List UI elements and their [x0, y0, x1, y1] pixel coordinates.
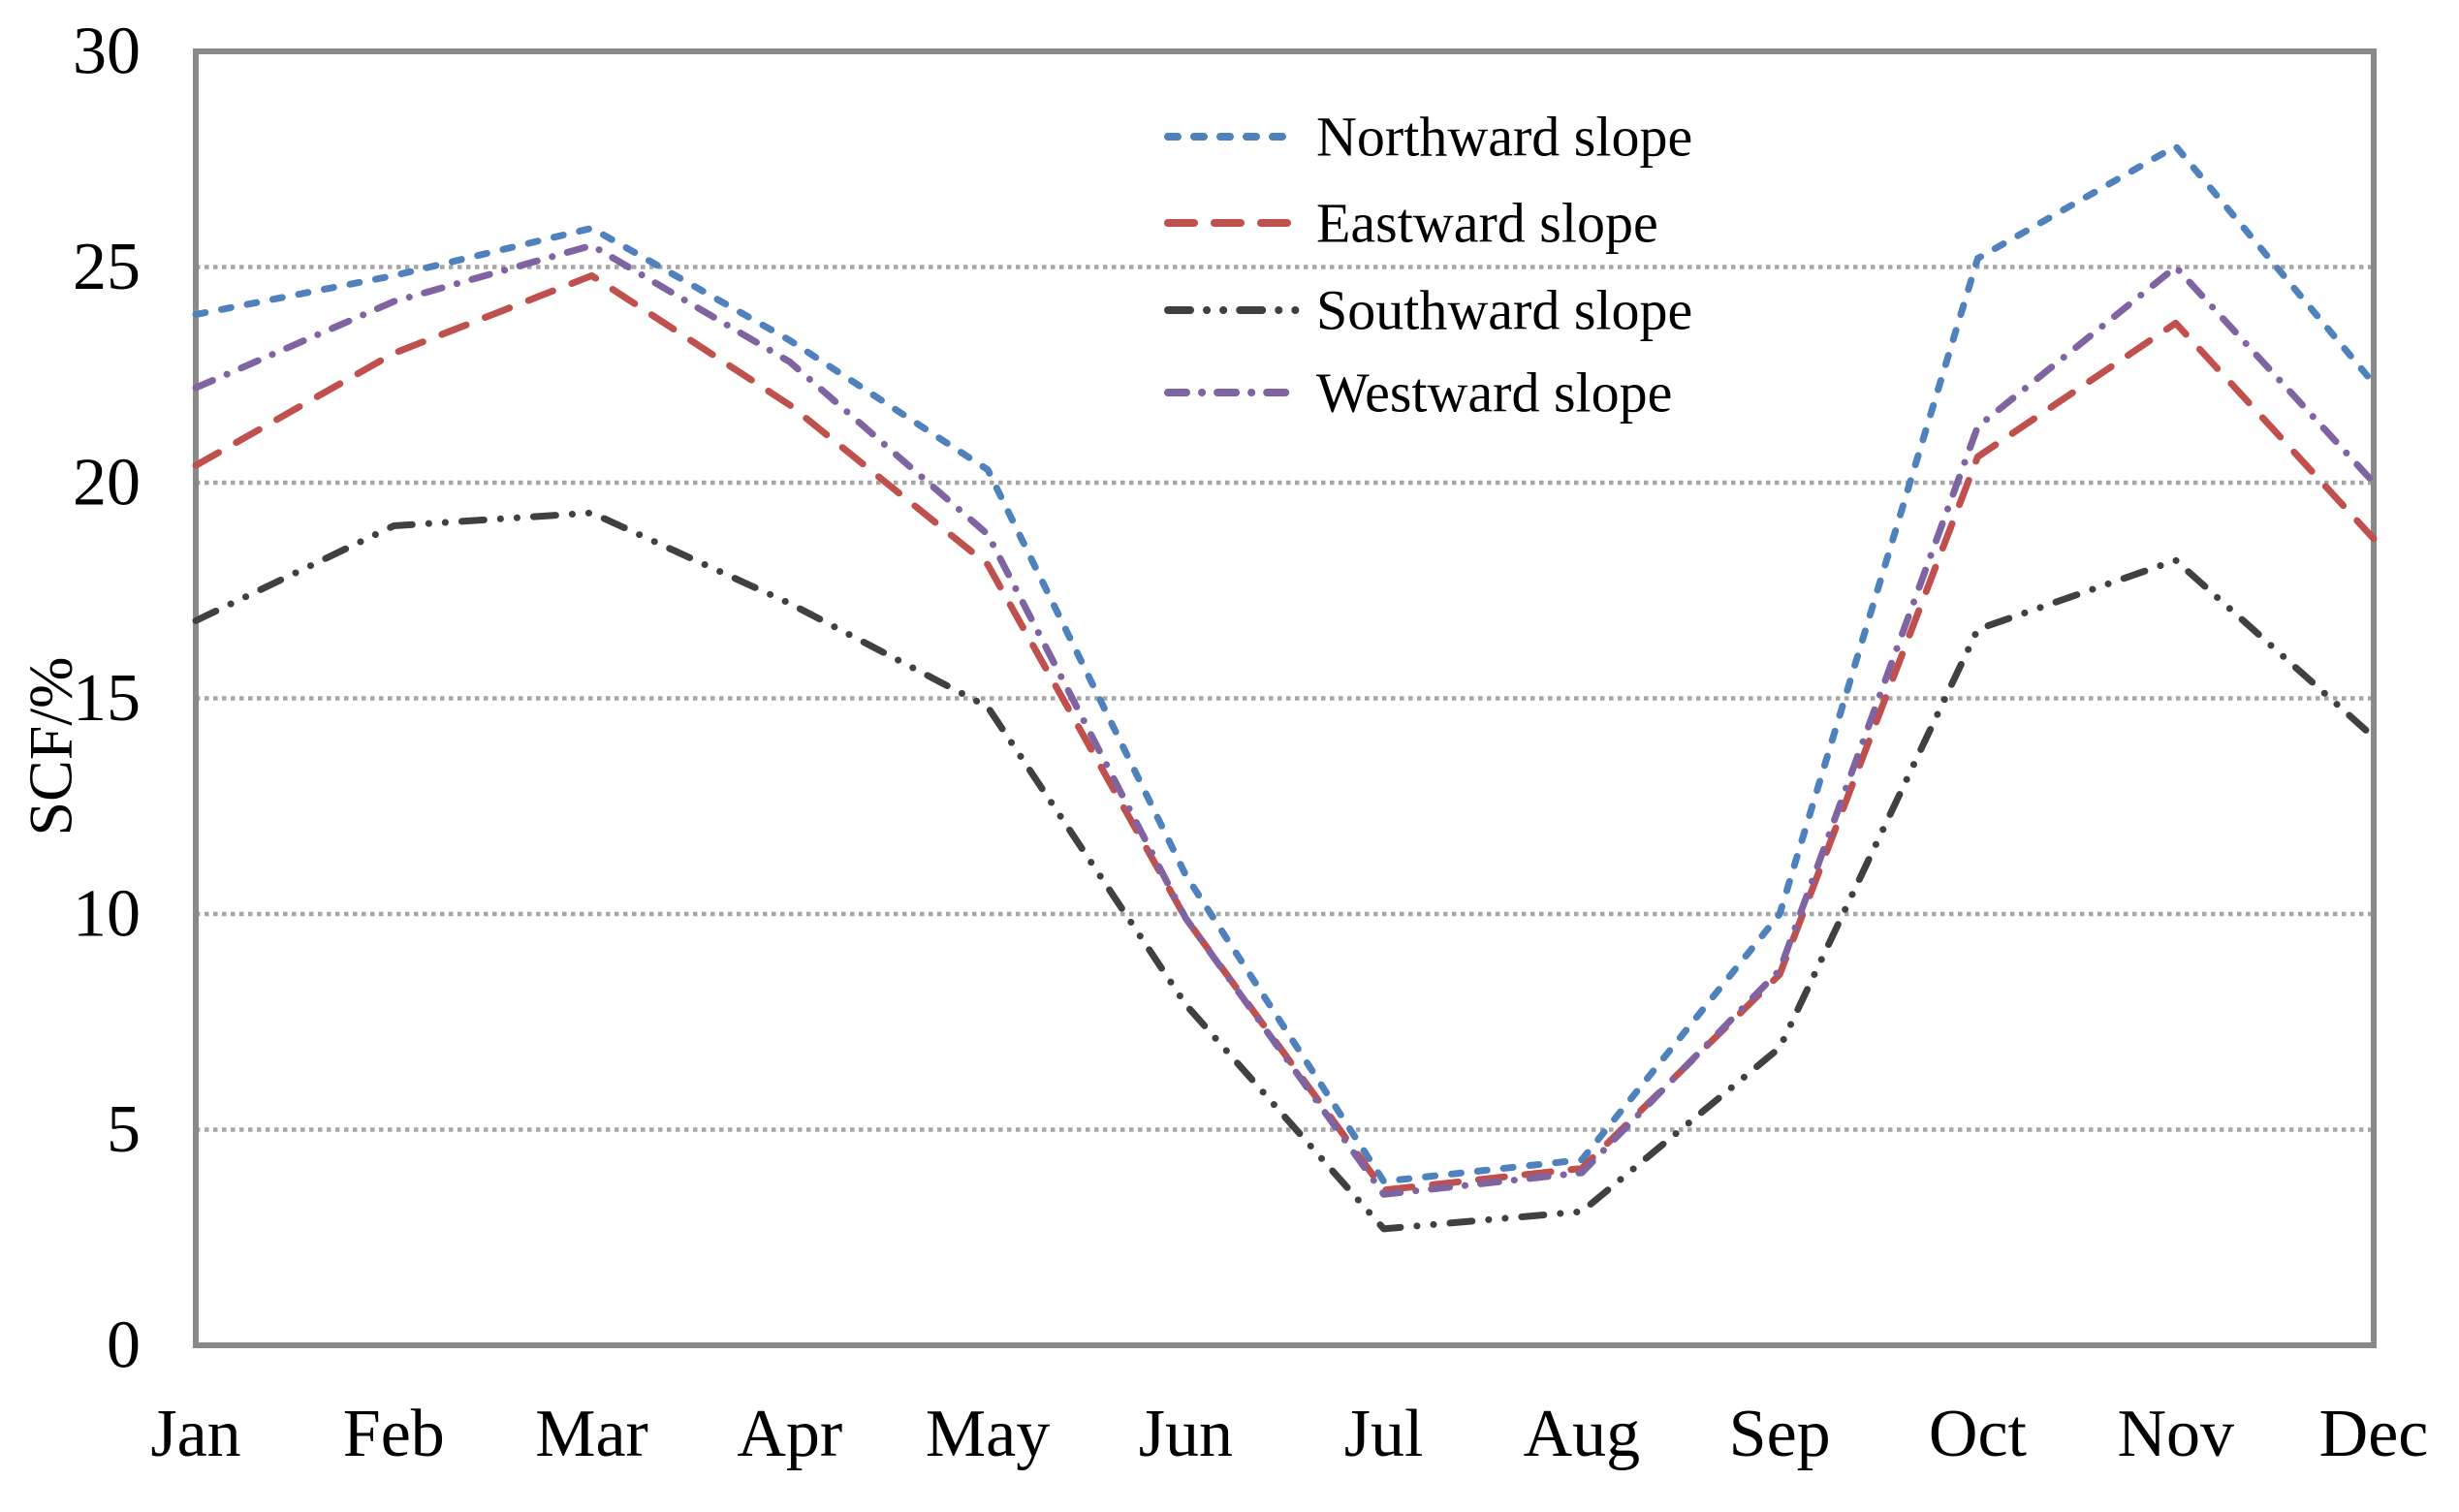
- y-tick-label-5: 5: [107, 1092, 141, 1167]
- y-axis-title: SCF/%: [16, 657, 85, 836]
- x-tick-label-sep: Sep: [1729, 1397, 1831, 1471]
- series-line-southward-slope: [192, 509, 2378, 1233]
- y-tick-label-15: 15: [73, 661, 141, 736]
- plot-border: [193, 48, 2377, 1348]
- legend-label-southward-slope: Southward slope: [1316, 279, 1692, 342]
- x-tick-label-jan: Jan: [150, 1397, 240, 1471]
- y-tick-label-0: 0: [107, 1308, 141, 1383]
- series-line-northward-slope: [192, 142, 2378, 1185]
- x-tick-label-oct: Oct: [1929, 1397, 2028, 1471]
- x-tick-label-jun: Jun: [1139, 1397, 1233, 1471]
- legend-item-eastward-slope: Eastward slope: [1164, 192, 1658, 255]
- legend-item-southward-slope: Southward slope: [1164, 279, 1692, 342]
- legend-label-westward-slope: Westward slope: [1316, 362, 1672, 425]
- series-line-eastward-slope: [192, 271, 2378, 1194]
- legend-label-northward-slope: Northward slope: [1316, 106, 1692, 169]
- y-tick-label-10: 10: [73, 877, 141, 952]
- series-line-westward-slope: [192, 241, 2378, 1198]
- x-tick-label-aug: Aug: [1524, 1397, 1641, 1471]
- x-tick-label-jul: Jul: [1344, 1397, 1424, 1471]
- legend: Northward slope Eastward slope Southward s…: [1164, 106, 1692, 425]
- y-tick-label-25: 25: [73, 230, 141, 304]
- x-tick-label-dec: Dec: [2319, 1397, 2429, 1471]
- y-tick-label-20: 20: [73, 446, 141, 520]
- x-tick-label-feb: Feb: [343, 1397, 445, 1471]
- x-tick-label-mar: Mar: [535, 1397, 648, 1471]
- x-tick-label-may: May: [926, 1397, 1050, 1471]
- legend-item-westward-slope: Westward slope: [1164, 362, 1672, 425]
- x-tick-label-apr: Apr: [737, 1397, 842, 1471]
- legend-item-northward-slope: Northward slope: [1164, 106, 1692, 169]
- y-tick-label-30: 30: [73, 15, 141, 89]
- legend-label-eastward-slope: Eastward slope: [1316, 192, 1658, 255]
- x-tick-label-nov: Nov: [2117, 1397, 2234, 1471]
